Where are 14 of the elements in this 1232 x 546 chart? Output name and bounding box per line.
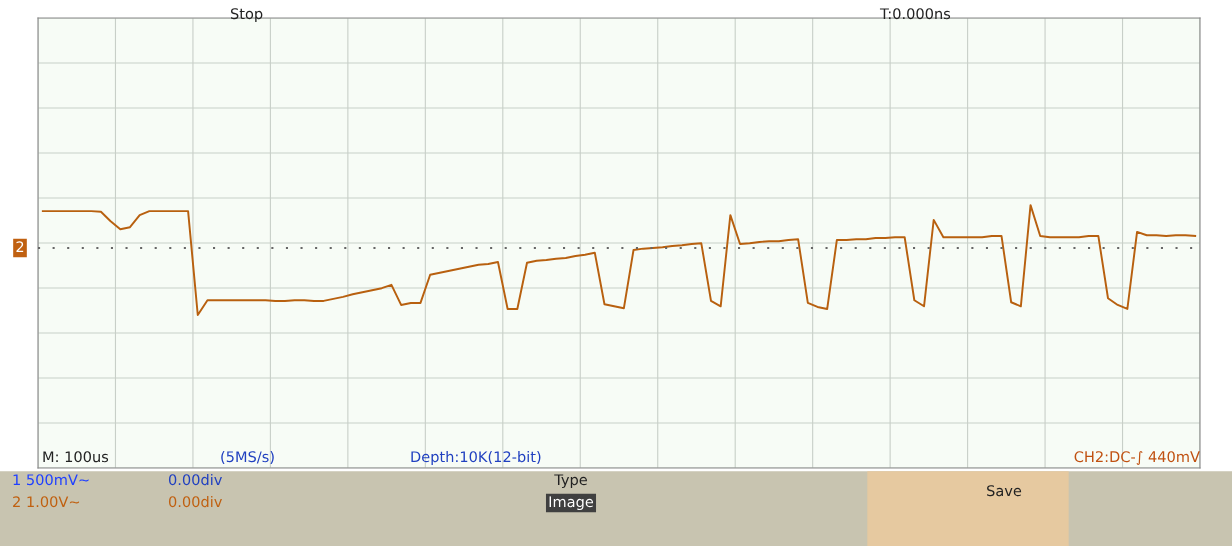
text: M: 100us	[43, 451, 109, 463]
text: 2	[16, 241, 24, 253]
text: Image	[549, 496, 594, 511]
text: Type	[554, 474, 587, 489]
text: 0.00div	[168, 495, 222, 508]
text: 2 1.00V~	[13, 496, 80, 508]
text: T:0.000ns	[879, 8, 951, 20]
text: 1 500mV~	[13, 474, 89, 486]
text: Depth:10K(12-bit)	[411, 450, 541, 466]
text: (5MS/s)	[221, 450, 274, 464]
text: Save	[987, 485, 1022, 497]
text: 0.00div	[168, 473, 222, 486]
text: CH2:DC-∫ 440mV	[1074, 450, 1200, 466]
text: Stop	[230, 8, 263, 23]
